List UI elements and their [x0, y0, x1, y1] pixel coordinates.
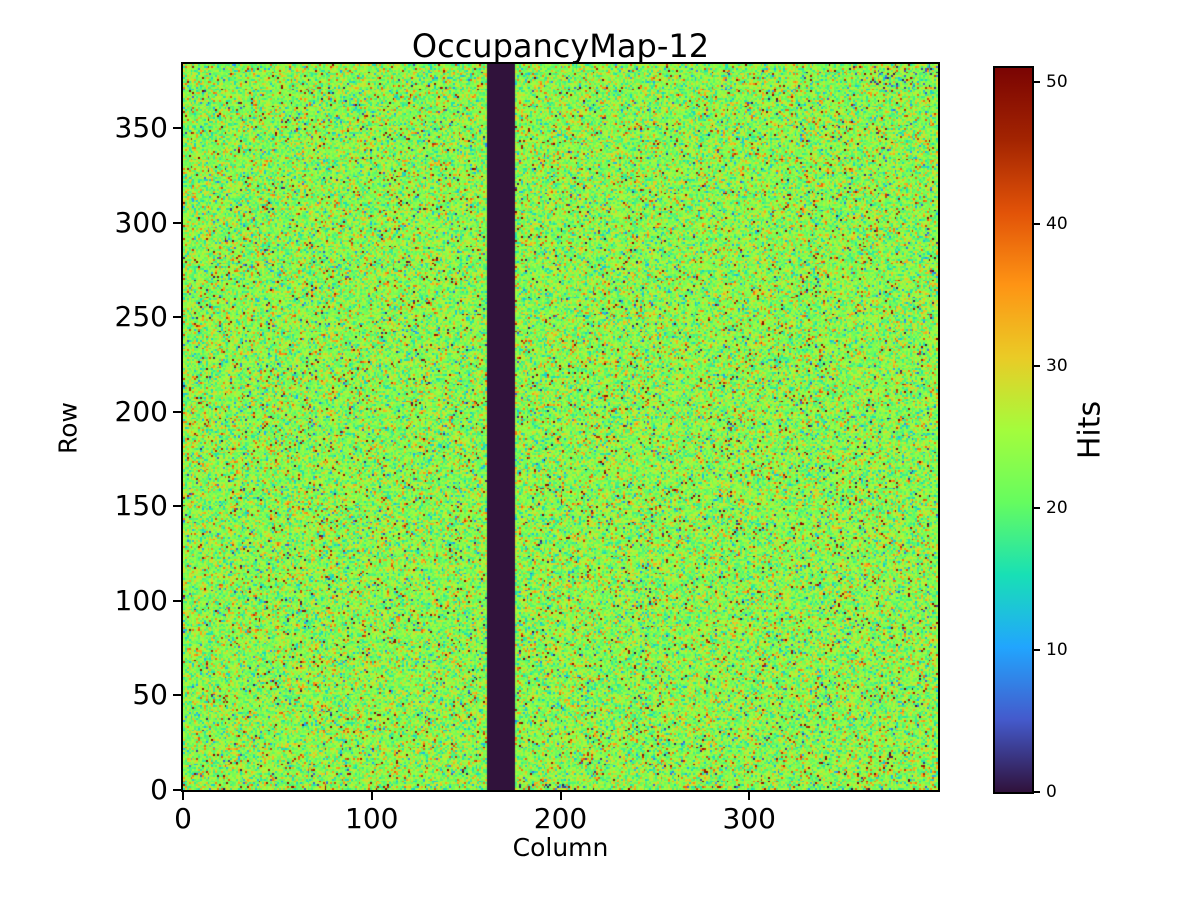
colorbar-tick-mark	[1034, 365, 1040, 368]
colorbar-gradient	[995, 68, 1032, 792]
colorbar-tick-label: 30	[1046, 356, 1068, 377]
colorbar-tick-label: 40	[1046, 214, 1068, 235]
heatmap-canvas	[183, 64, 938, 790]
x-axis-label: Column	[512, 833, 609, 862]
x-tick-label: 200	[533, 802, 588, 835]
x-tick-mark	[370, 792, 373, 800]
y-tick-label: 300	[114, 205, 168, 239]
y-tick-mark	[173, 789, 181, 791]
colorbar-label: Hits	[1072, 400, 1108, 460]
colorbar-tick-label: 0	[1046, 782, 1057, 802]
colorbar-tick-mark	[1034, 791, 1040, 793]
y-tick-mark	[173, 410, 181, 413]
colorbar-tick-label: 20	[1046, 498, 1068, 519]
colorbar-tick-label: 10	[1046, 640, 1068, 661]
x-tick-mark	[559, 792, 562, 800]
x-tick-label: 100	[345, 802, 399, 835]
y-tick-label: 50	[132, 678, 168, 712]
y-tick-mark	[173, 599, 181, 602]
y-tick-label: 350	[114, 111, 168, 145]
colorbar	[993, 66, 1034, 794]
x-tick-mark	[748, 792, 751, 800]
colorbar-tick-mark	[1034, 649, 1040, 652]
y-tick-mark	[173, 694, 181, 697]
y-tick-label: 200	[114, 394, 168, 428]
x-tick-mark	[182, 792, 184, 800]
colorbar-tick-label: 50	[1046, 72, 1068, 93]
x-tick-label: 0	[174, 802, 192, 835]
heatmap-plot-area	[181, 62, 940, 792]
y-tick-label: 0	[150, 773, 168, 806]
y-tick-label: 100	[114, 583, 168, 617]
y-axis-label: Row	[53, 402, 83, 454]
colorbar-tick-mark	[1034, 223, 1040, 226]
y-tick-mark	[173, 127, 181, 130]
colorbar-tick-mark	[1034, 81, 1040, 84]
y-tick-mark	[173, 316, 181, 319]
y-tick-mark	[173, 505, 181, 508]
colorbar-tick-mark	[1034, 507, 1040, 510]
y-tick-label: 250	[114, 300, 168, 334]
x-tick-label: 300	[722, 802, 776, 835]
plot-title: OccupancyMap-12	[411, 27, 710, 65]
y-tick-label: 150	[114, 489, 168, 523]
y-tick-mark	[173, 221, 181, 224]
